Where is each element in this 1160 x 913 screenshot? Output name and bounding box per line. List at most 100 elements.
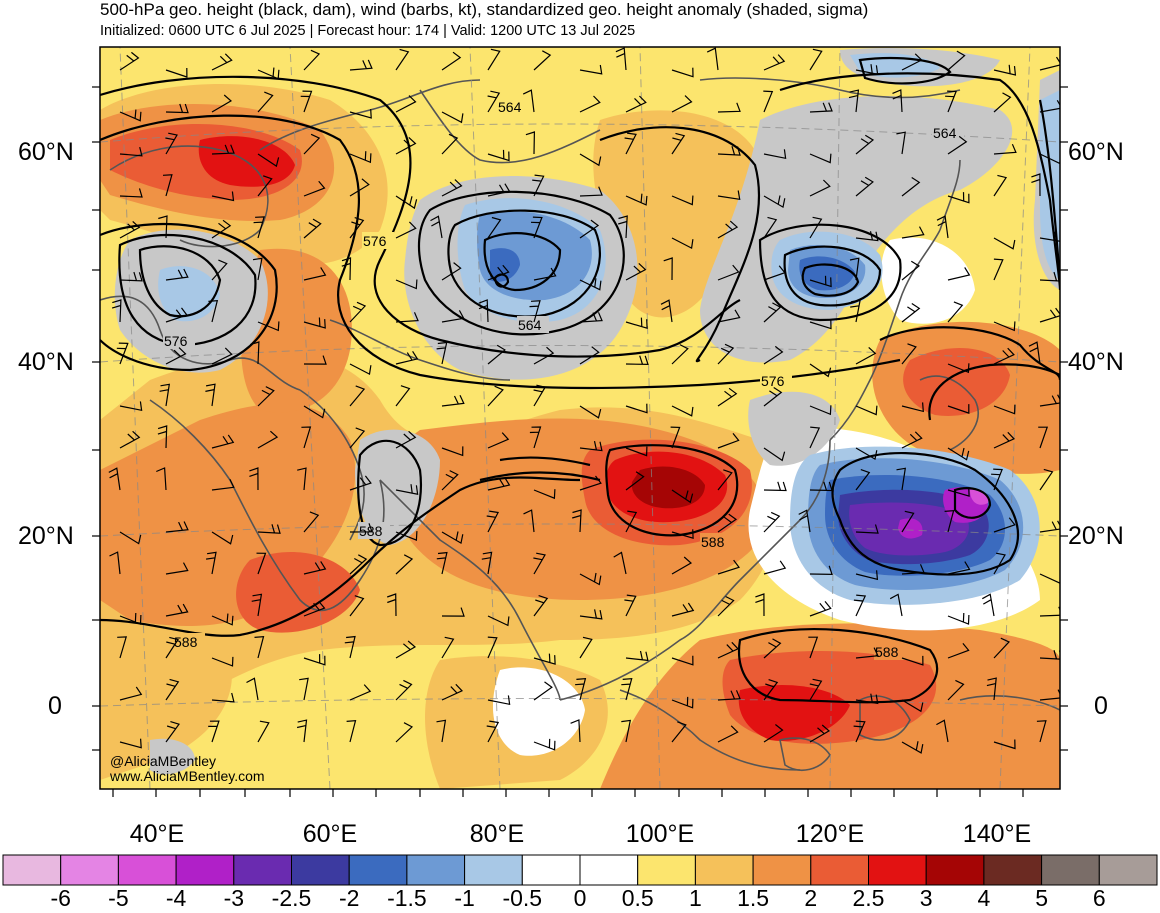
wind-barb [671,602,695,617]
wind-barb [717,433,740,449]
wind-barb [855,176,874,197]
wind-barb [211,144,235,155]
contour-label: 576 [761,373,785,389]
wind-barb [349,178,370,197]
wind-barb [579,186,603,197]
wind-barb [1039,650,1060,660]
wind-barb [947,679,965,701]
wind-barb [250,341,260,365]
wind-barb [303,317,326,329]
wind-barb [525,131,536,155]
wind-barb [755,593,765,617]
wind-barb [208,720,220,743]
wind-barb [300,90,313,113]
wind-barb [848,89,860,113]
colorbar-label: -1.5 [387,885,427,911]
wind-barb [119,188,143,198]
wind-barb [486,510,500,533]
negative-anomaly-shading [158,53,1060,605]
wind-barb [487,90,501,113]
wind-barb [349,385,366,407]
wind-barb [249,467,259,491]
wind-barb [1039,307,1060,323]
wind-barb [850,299,861,323]
wind-barb [763,302,782,323]
wind-barb [530,216,543,239]
wind-barb [901,302,921,323]
wind-barb [579,440,603,452]
wind-barb [436,341,448,365]
lon-label: 100°E [625,820,695,848]
contour-labels: 564 564 564 576 576 576 588 588 588 588 [163,98,964,660]
colorbar-label: 4 [977,885,991,911]
colorbar-label: -5 [108,885,129,911]
colorbar-swatch [1041,854,1100,886]
wind-barb [303,267,327,281]
wind-barb [533,346,555,365]
wind-barb [579,609,603,620]
wind-barb [579,405,602,419]
wind-barb [993,321,1016,332]
wind-barb [533,384,547,407]
wind-barb [165,603,189,617]
colorbar-swatch [694,854,754,886]
wind-barb [663,257,673,281]
wind-barb [303,49,321,71]
wind-barb [993,431,1016,449]
wind-barb [621,678,633,701]
wind-barb [205,383,216,407]
wind-barb [211,531,234,545]
wind-barb [349,475,372,491]
wind-barb [993,739,1016,750]
wind-barb [809,153,832,164]
wind-barb [855,570,879,581]
colorbar-label: -6 [50,885,71,911]
wind-barb [579,219,600,239]
wind-barb [441,395,465,407]
wind-barb [487,216,502,239]
wind-barb [523,509,535,533]
wind-barb [119,612,142,625]
wind-barb [349,217,365,239]
wind-barb [613,551,627,575]
wind-barb [947,363,970,374]
contour-label: 576 [363,233,387,249]
wind-barb [809,275,832,288]
wind-barb [387,593,397,617]
wind-barb [936,215,949,239]
wind-barb [159,383,171,407]
wind-barb [341,257,352,281]
wind-barb [1038,426,1049,449]
wind-barb [671,696,694,709]
wind-barb [947,447,970,461]
colorbar-swatch [464,854,523,886]
colorbar-label: 2.5 [852,885,885,911]
contour-label: 564 [498,99,522,115]
wind-barb [993,64,1017,76]
wind-barb [763,679,779,701]
wind-barb [487,264,510,281]
wind-barb [303,218,322,239]
lat-label-left: 0 [48,692,62,720]
wind-barb [947,487,970,497]
wind-barb [853,594,867,617]
wind-barb [395,679,413,701]
wind-barb [211,259,228,281]
wind-barb [853,720,866,743]
wind-barb [395,350,419,365]
wind-barb [246,677,259,701]
wind-barb [533,595,549,617]
wind-barb [625,95,647,113]
wind-barb [303,405,326,419]
wind-barb [671,237,694,250]
wind-barb [119,146,143,157]
colorbar-swatch [406,854,466,886]
wind-barb [349,151,372,164]
wind-barb [625,650,649,662]
wind-barb [717,264,740,281]
wind-barb [896,467,907,491]
wind-barb [303,180,326,197]
wind-barb [349,59,373,71]
wind-barb [947,404,970,414]
wind-barb [165,268,189,281]
